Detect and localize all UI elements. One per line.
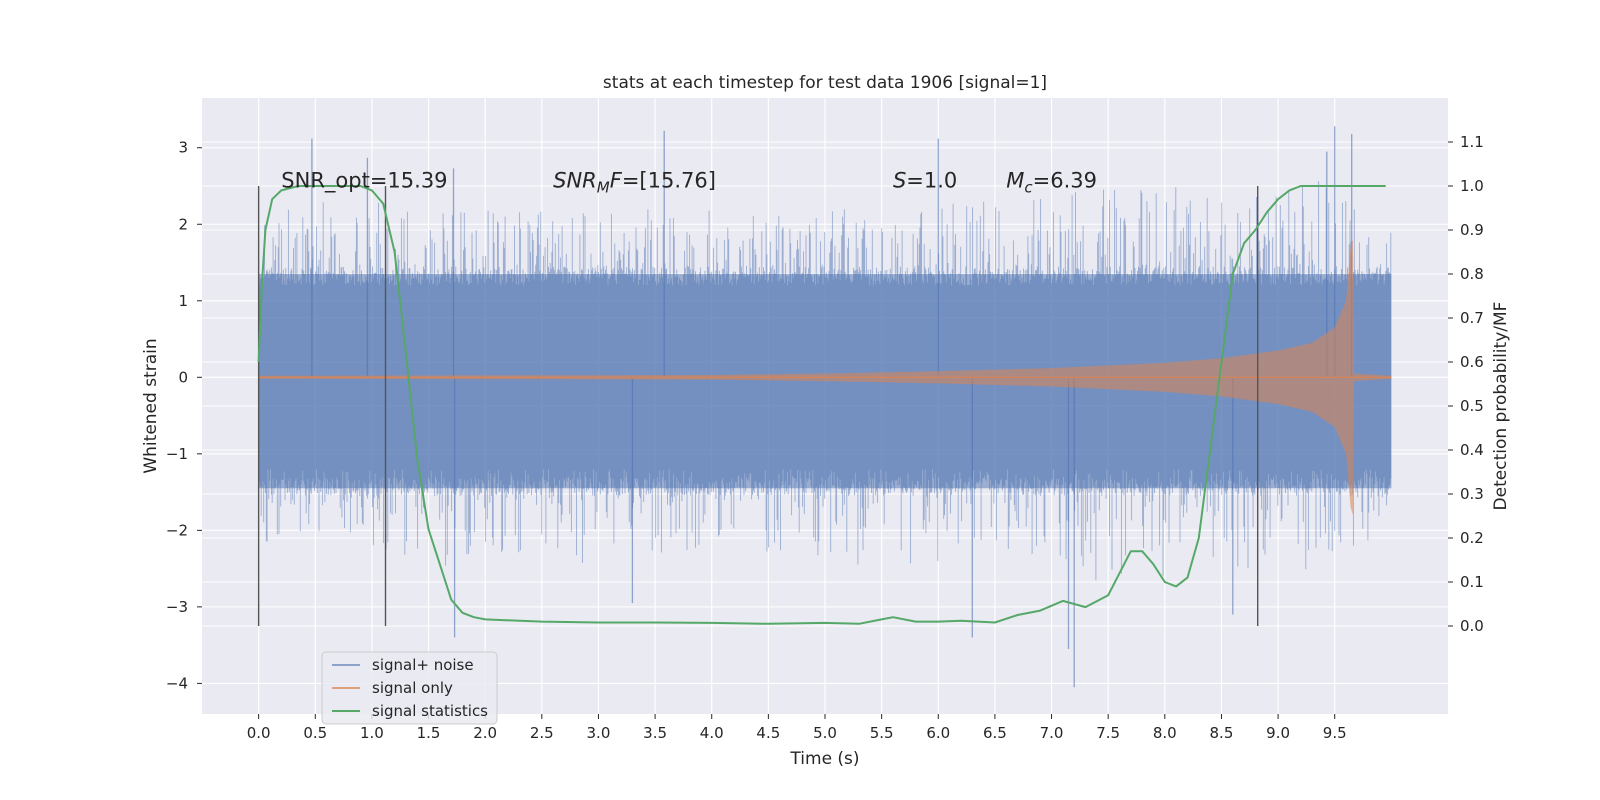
x-tick-label: 6.5: [983, 724, 1007, 742]
y2-tick-label: 0.4: [1460, 441, 1484, 459]
legend-label: signal+ noise: [372, 656, 474, 674]
x-tick-label: 4.5: [756, 724, 780, 742]
y2-tick-label: 0.7: [1460, 309, 1484, 327]
annotation-part: SNR: [553, 169, 597, 193]
series-signal-statistics: [257, 185, 1386, 625]
x-tick-label: 6.0: [926, 724, 950, 742]
annotation-part: S: [893, 169, 906, 193]
x-tick-label: 7.0: [1040, 724, 1064, 742]
y2-tick-label: 0.0: [1460, 617, 1484, 635]
y-tick-label: −4: [166, 674, 188, 692]
x-tick-label: 2.0: [473, 724, 497, 742]
y2-tick-label: 0.1: [1460, 573, 1484, 591]
annotation: SNR_opt=15.39: [281, 169, 447, 194]
x-tick-label: 8.0: [1153, 724, 1177, 742]
annotations: SNR_opt=15.39 SNRMF=[15.76] S=1.0 Mc=6.39: [281, 169, 1097, 197]
y-tick-label: 1: [178, 292, 188, 310]
chart-title: stats at each timestep for test data 190…: [603, 73, 1047, 93]
x-tick-label: 3.0: [587, 724, 611, 742]
x-tick-label: 7.5: [1096, 724, 1120, 742]
y2-tick-label: 1.1: [1460, 133, 1484, 151]
x-axis-ticks: 0.0 0.5 1.0 1.5 2.0 2.5 3.0 3.5 4.0 4.5 5.0 5.5 6.0 6…: [247, 714, 1347, 742]
x-tick-label: 2.5: [530, 724, 554, 742]
x-tick-label: 4.0: [700, 724, 724, 742]
y2-axis-label: Detection probability/MF: [1491, 302, 1511, 511]
y2-tick-label: 0.3: [1460, 485, 1484, 503]
y-axis-ticks: −4 −3 −2 −1 0 1 2 3: [166, 139, 202, 692]
legend-label: signal statistics: [372, 702, 488, 720]
annotation: S=1.0: [893, 169, 957, 193]
y-tick-label: −1: [166, 445, 188, 463]
y-tick-label: 2: [178, 215, 188, 233]
y-tick-label: 0: [178, 368, 188, 386]
y2-tick-label: 0.2: [1460, 529, 1484, 547]
signal-statistics-line: [257, 185, 1386, 625]
x-tick-label: 3.5: [643, 724, 667, 742]
y-axis-label: Whitened strain: [141, 338, 161, 473]
annotation-part: c: [1024, 179, 1033, 197]
x-tick-label: 9.5: [1323, 724, 1347, 742]
vertical-markers: [257, 186, 1259, 626]
legend-label: signal only: [372, 679, 453, 697]
y-tick-label: 3: [178, 139, 188, 157]
legend: signal+ noise signal only signal statistic…: [321, 651, 498, 725]
y2-tick-label: 0.5: [1460, 397, 1484, 415]
annotation: SNRMF=[15.76]: [553, 169, 716, 197]
x-tick-label: 1.0: [360, 724, 384, 742]
annotation-part: M: [1006, 169, 1024, 193]
series-signal-only: [258, 239, 1392, 515]
annotation-part: M: [597, 179, 610, 197]
annotation-part: =6.39: [1033, 169, 1097, 193]
y-tick-label: −2: [166, 521, 188, 539]
x-tick-label: 8.5: [1210, 724, 1234, 742]
y2-tick-label: 0.8: [1460, 265, 1484, 283]
x-tick-label: 9.0: [1266, 724, 1290, 742]
x-tick-label: 5.0: [813, 724, 837, 742]
x-tick-label: 5.5: [870, 724, 894, 742]
annotation-part: F: [610, 169, 623, 193]
legend-box: [321, 651, 498, 725]
y-tick-label: −3: [166, 598, 188, 616]
x-tick-label: 1.5: [417, 724, 441, 742]
annotation: Mc=6.39: [1006, 169, 1097, 197]
annotation-part: =[15.76]: [622, 169, 716, 193]
y2-tick-label: 0.9: [1460, 221, 1484, 239]
x-axis-label: Time (s): [789, 749, 859, 769]
annotation-part: SNR_opt=15.39: [281, 169, 447, 194]
y2-tick-label: 1.0: [1460, 177, 1484, 195]
x-tick-label: 0.5: [303, 724, 327, 742]
annotation-part: =1.0: [906, 169, 957, 193]
y2-tick-label: 0.6: [1460, 353, 1484, 371]
x-tick-label: 0.0: [247, 724, 271, 742]
y2-axis-ticks: 0.0 0.1 0.2 0.3 0.4 0.5 0.6 0.7 0.8 0.9 1.0 1.1: [1448, 133, 1484, 635]
